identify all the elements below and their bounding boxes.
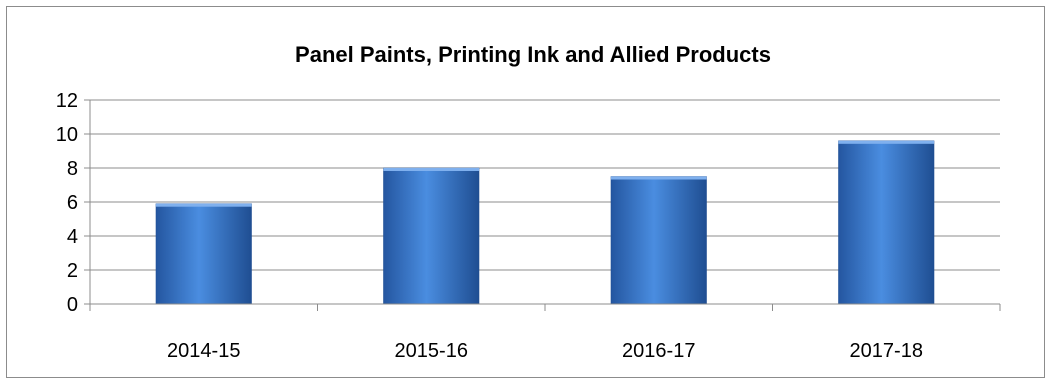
y-tick-label: 4 <box>67 226 78 248</box>
bar-2016-17 <box>610 176 707 305</box>
y-tick-label: 12 <box>56 90 78 112</box>
x-tick-label: 2015-16 <box>395 340 468 362</box>
bar-highlight <box>610 176 707 180</box>
bar-2014-15 <box>155 203 252 305</box>
chart-title: Panel Paints, Printing Ink and Allied Pr… <box>295 42 771 67</box>
x-axis: 2014-15 2015-16 2016-17 2017-18 <box>89 303 1001 362</box>
bar-2017-18 <box>838 140 935 305</box>
bar-2015-16 <box>383 167 480 305</box>
y-tick-label: 0 <box>67 294 78 316</box>
bar-highlight <box>155 203 252 207</box>
x-tick-label: 2016-17 <box>622 340 695 362</box>
bars <box>155 140 935 305</box>
y-tick-label: 10 <box>56 124 78 146</box>
y-tick-label: 6 <box>67 192 78 214</box>
bar-highlight <box>383 168 480 171</box>
x-tick-label: 2014-15 <box>167 340 240 362</box>
y-axis: 0 2 4 6 8 10 12 <box>56 90 91 316</box>
y-tick-label: 2 <box>67 260 78 282</box>
bar-highlight <box>838 140 935 144</box>
y-tick-label: 8 <box>67 158 78 180</box>
x-tick-label: 2017-18 <box>850 340 923 362</box>
